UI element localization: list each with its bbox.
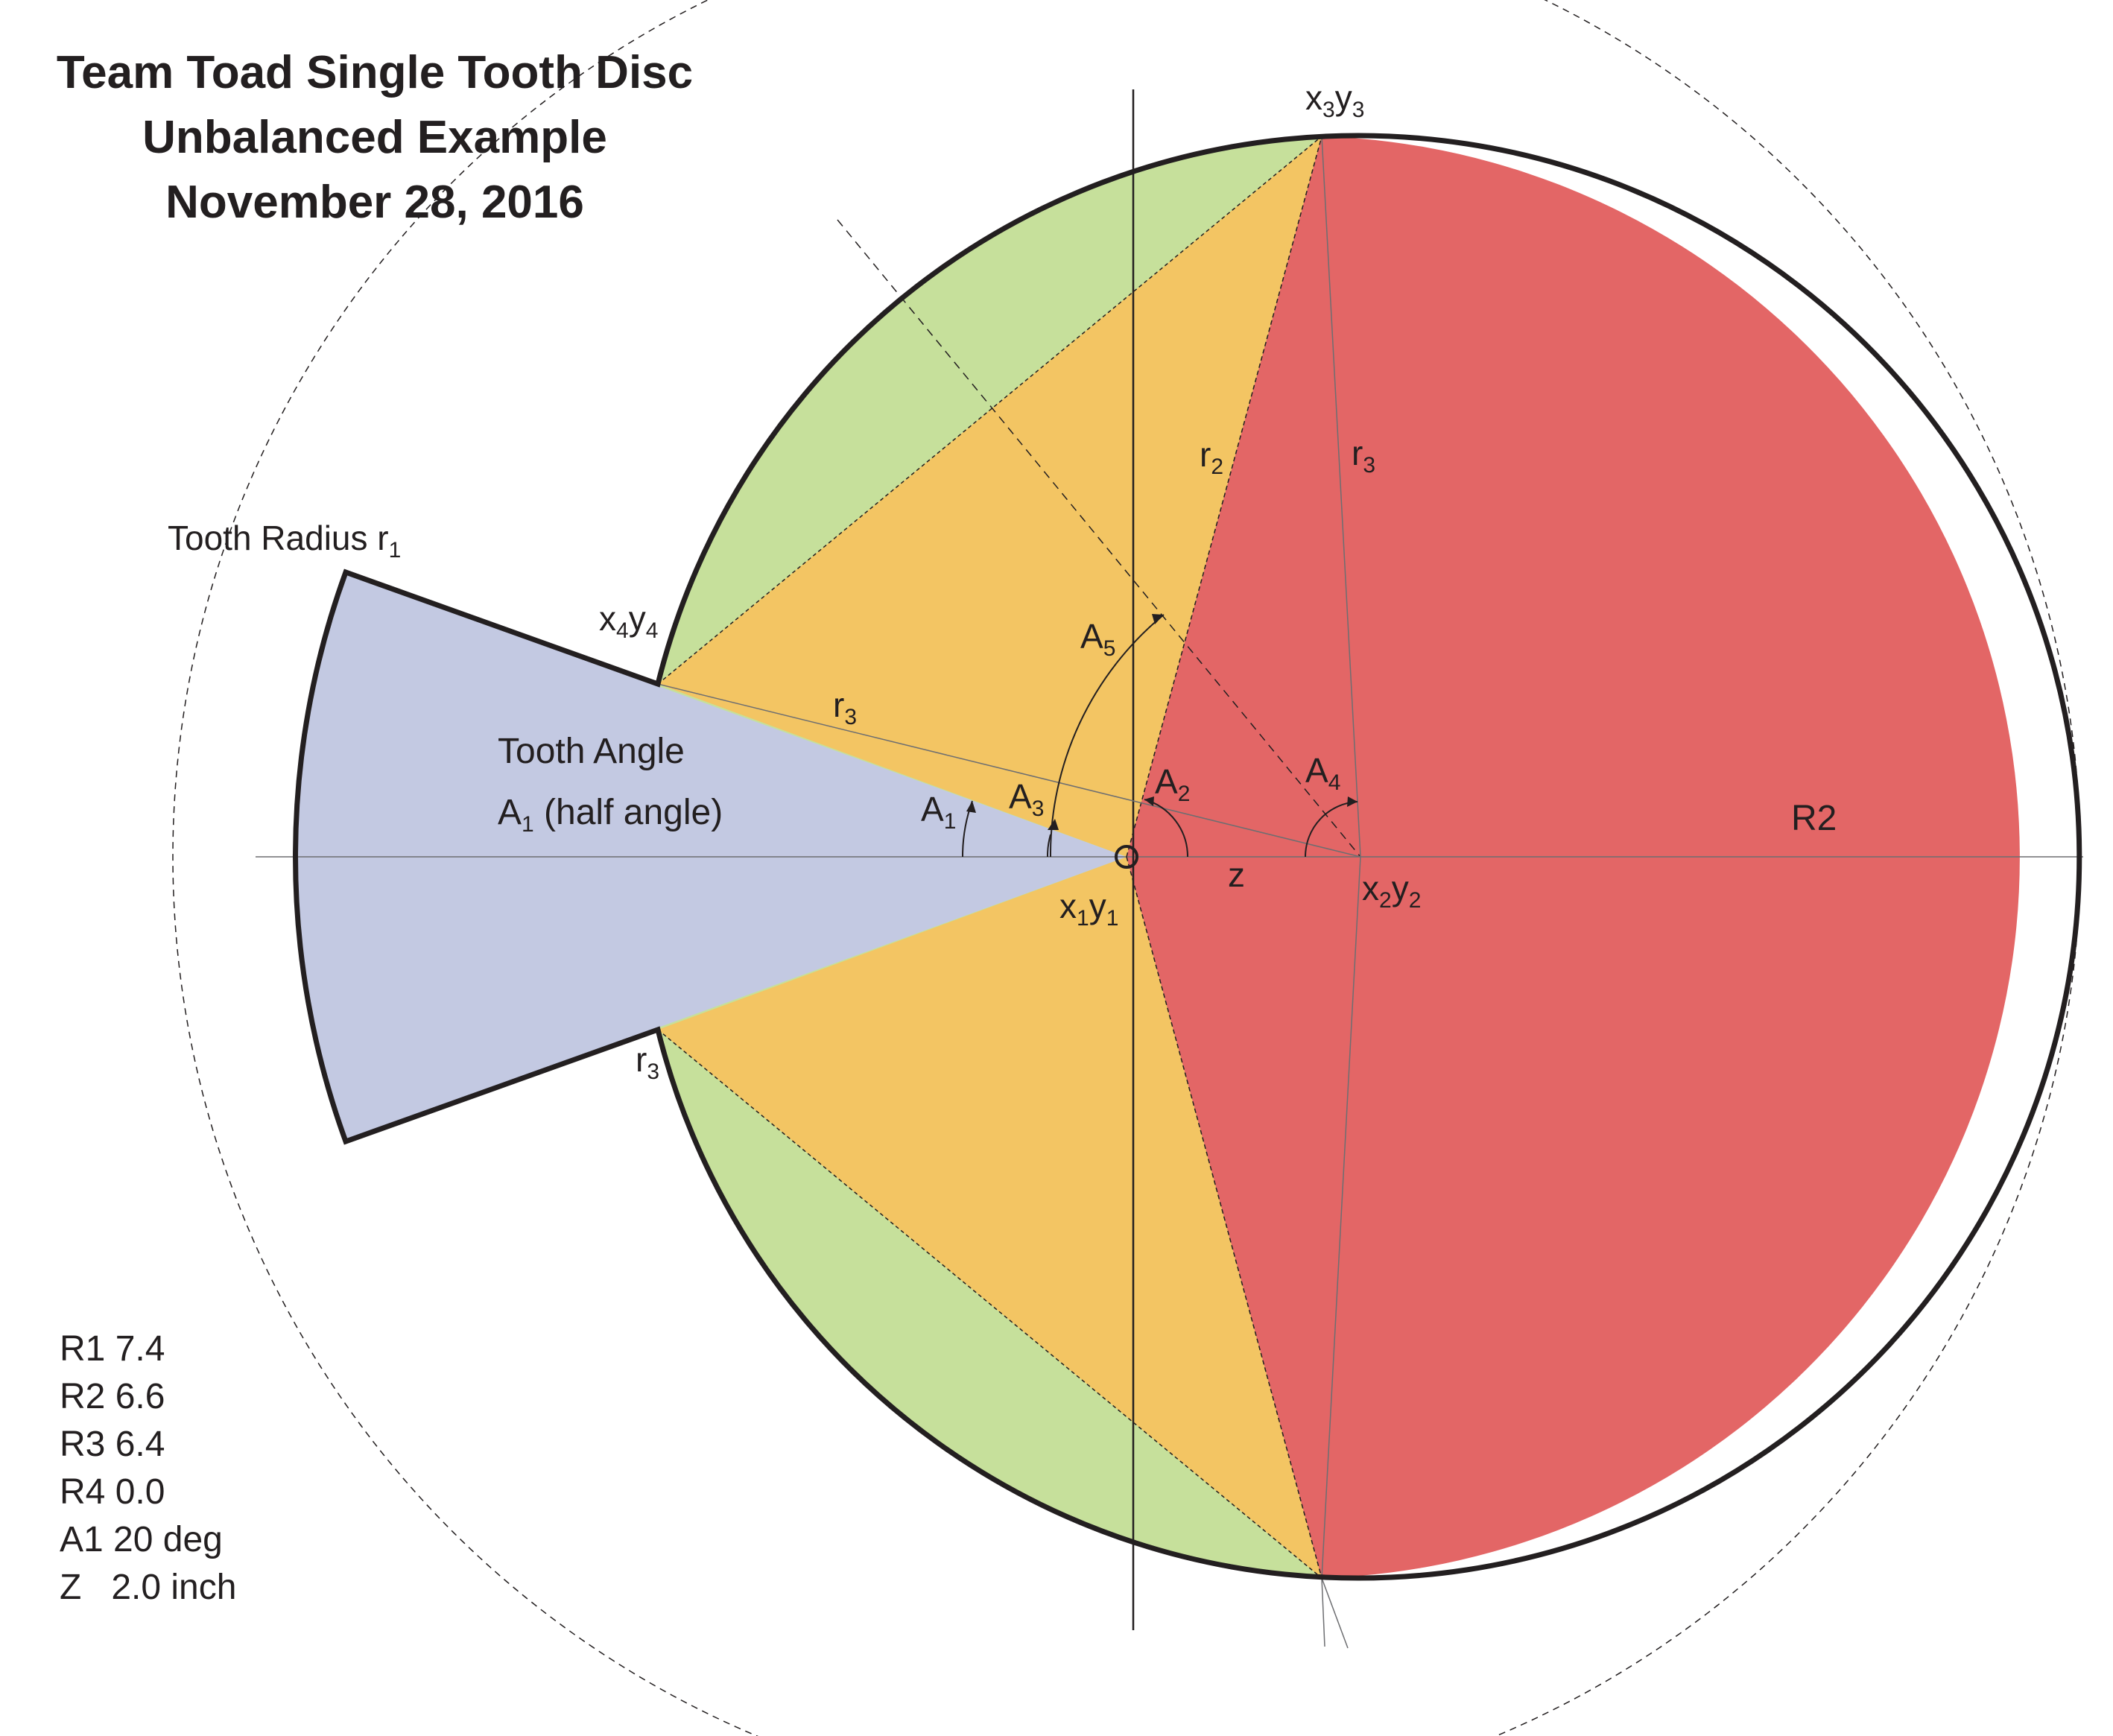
a4-arc xyxy=(1304,801,1358,858)
param-r4: R4 0.0 xyxy=(60,1472,165,1512)
label-r3-lower: r3 xyxy=(636,1040,659,1084)
a4-arrowhead xyxy=(1347,796,1358,807)
r2-lower-line xyxy=(1126,856,1322,1579)
label-x4y4: x4y4 xyxy=(599,599,658,643)
center-marker xyxy=(1115,845,1138,869)
label-tooth-radius: Tooth Radius r1 xyxy=(168,519,401,563)
dashed-diagonal xyxy=(837,219,1361,858)
label-x1y1: x1y1 xyxy=(1059,887,1118,931)
a1-arrowhead xyxy=(966,801,976,813)
lower-dashed-chord xyxy=(657,1029,1322,1579)
disc-outline xyxy=(293,133,2082,1581)
upper-dashed-chord xyxy=(657,136,1322,685)
r3-upper-line xyxy=(1321,136,1361,858)
label-a1: A1 xyxy=(921,790,956,834)
label-x3y3: x3y3 xyxy=(1305,78,1364,122)
label-a2: A2 xyxy=(1155,762,1190,806)
title-line-1: Team Toad Single Tooth Disc xyxy=(57,47,693,98)
r3-left-line xyxy=(657,683,1361,858)
label-a3: A3 xyxy=(1009,777,1044,821)
parameter-list: R1 7.4 R2 6.6 R3 6.4 R4 0.0 A1 20 deg Z … xyxy=(60,1329,236,1607)
title-line-3: November 28, 2016 xyxy=(165,177,584,228)
r3-lower-line xyxy=(1321,856,1361,1579)
label-half-angle: A1 (half angle) xyxy=(498,793,723,837)
a3-arrowhead xyxy=(1048,819,1059,830)
orange-triangle-upper xyxy=(658,136,1322,857)
param-r3: R3 6.4 xyxy=(60,1425,165,1464)
label-a5: A5 xyxy=(1080,617,1115,661)
label-tooth-angle: Tooth Angle xyxy=(498,732,685,771)
param-r1: R1 7.4 xyxy=(60,1329,165,1369)
lower-extension-2 xyxy=(1321,1577,1349,1649)
a2-arrowhead xyxy=(1144,796,1154,806)
param-r2: R2 6.6 xyxy=(60,1377,165,1416)
label-r2: r2 xyxy=(1200,435,1223,479)
arrowheads xyxy=(966,614,1358,830)
label-r3-left: r3 xyxy=(833,685,857,729)
label-r3-upper: r3 xyxy=(1352,434,1375,478)
label-z: z xyxy=(1228,855,1245,894)
param-z: Z 2.0 inch xyxy=(60,1568,236,1607)
orange-triangle-lower xyxy=(658,857,1322,1578)
diagram-labels: x3y3 r2 r3 Tooth Radius r1 x4y4 A5 r3 To… xyxy=(168,78,1837,1084)
construction-lines xyxy=(172,0,2083,1736)
param-a1: A1 20 deg xyxy=(60,1520,223,1559)
label-x2y2: x2y2 xyxy=(1362,869,1421,913)
title-line-2: Unbalanced Example xyxy=(142,112,607,163)
lower-extension-1 xyxy=(1321,1577,1325,1647)
a5-arc xyxy=(1049,614,1165,858)
label-a4: A4 xyxy=(1305,751,1340,795)
a5-arrowhead xyxy=(1152,614,1164,624)
r2-upper-line xyxy=(1126,136,1322,858)
title-block: Team Toad Single Tooth Disc Unbalanced E… xyxy=(57,47,693,228)
label-R2: R2 xyxy=(1791,799,1837,838)
